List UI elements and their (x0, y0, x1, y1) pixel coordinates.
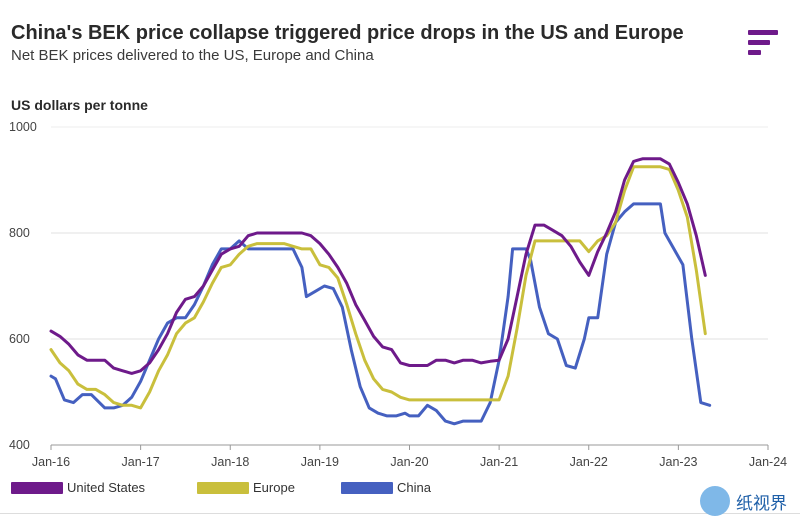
legend-swatch-china (341, 481, 393, 494)
publisher-logo-icon (748, 30, 778, 55)
x-tick-label-Jan-19: Jan-19 (301, 455, 339, 469)
bottom-rule (0, 513, 800, 514)
legend: United States Europe China (0, 480, 800, 504)
y-tick-label-800: 800 (9, 226, 30, 240)
y-axis-label: US dollars per tonne (11, 97, 148, 113)
series-line-europe (49, 165, 707, 410)
chart-title: China's BEK price collapse triggered pri… (11, 22, 684, 44)
legend-label-china: China (397, 480, 431, 495)
legend-item-europe: Europe (197, 480, 295, 495)
axis-layer: 400 600 800 1000 Jan-16 Jan-17 Jan-18 Jan-19 Jan… (9, 120, 787, 469)
y-tick-label-1000: 1000 (9, 120, 37, 134)
grid-layer (51, 126, 768, 446)
x-tick-label-Jan-20: Jan-20 (390, 455, 428, 469)
x-tick-label-Jan-23: Jan-23 (659, 455, 697, 469)
x-tick-label-Jan-17: Jan-17 (122, 455, 160, 469)
x-tick-label-Jan-21: Jan-21 (480, 455, 518, 469)
x-tick-label-Jan-18: Jan-18 (211, 455, 249, 469)
x-tick-label-Jan-24: Jan-24 (749, 455, 787, 469)
series-line-united-states (49, 157, 707, 375)
watermark: 纸视界 (700, 486, 787, 516)
legend-item-united-states: United States (11, 480, 145, 495)
chart-subtitle: Net BEK prices delivered to the US, Euro… (11, 47, 374, 64)
x-tick-label-Jan-22: Jan-22 (570, 455, 608, 469)
legend-item-china: China (341, 480, 431, 495)
line-chart: 400 600 800 1000 Jan-16 Jan-17 Jan-18 Jan-19 Jan… (9, 120, 787, 469)
x-tick-label-Jan-16: Jan-16 (32, 455, 70, 469)
y-tick-label-400: 400 (9, 438, 30, 452)
legend-label-united-states: United States (67, 480, 146, 495)
series-line-china (49, 202, 712, 426)
y-tick-label-600: 600 (9, 332, 30, 346)
legend-swatch-united-states (11, 481, 63, 494)
watermark-logo-icon (700, 486, 730, 516)
legend-swatch-europe (197, 481, 249, 494)
series-layer (49, 157, 712, 426)
watermark-text: 纸视界 (736, 493, 787, 514)
legend-label-europe: Europe (253, 480, 295, 495)
